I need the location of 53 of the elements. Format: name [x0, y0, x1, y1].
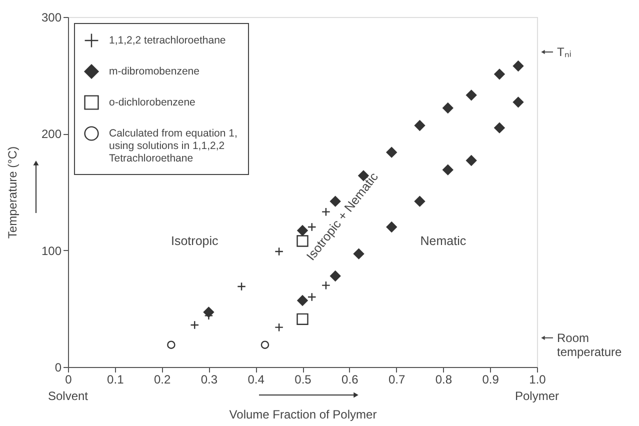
point [296, 313, 308, 326]
x-tick-label: 0.7 [388, 372, 406, 386]
point [386, 222, 397, 232]
legend-label: 1,1,2,2 tetrachloroethane [109, 34, 226, 46]
x-tick-label: 0.8 [435, 372, 452, 386]
point [297, 295, 308, 306]
point [167, 340, 176, 349]
x-tick-label: 0.5 [294, 372, 312, 386]
legend-label: Calculated from equation 1, using solutions in 1,1,2,2 Tetrachloroethane [109, 128, 238, 164]
point [274, 322, 284, 332]
point [190, 320, 200, 330]
point [414, 120, 426, 131]
annotation: Isotropic [171, 234, 218, 248]
point [466, 155, 477, 166]
x-tick-label: 0.1 [107, 372, 124, 386]
point [414, 196, 426, 207]
x-tick-label: 0.9 [482, 372, 500, 386]
text: Polymer [514, 389, 560, 403]
point [442, 102, 454, 114]
x-tick-label: 0.2 [154, 372, 171, 386]
ref-line-label: Tₙᵢ [557, 45, 572, 59]
x-tick-label: 1.0 [529, 372, 546, 386]
y-axis-title: Temperature (°C) [5, 146, 20, 239]
point [386, 146, 397, 158]
point [512, 60, 524, 72]
point [442, 164, 454, 176]
legend-label: m-dibromobenzene [109, 66, 200, 78]
point [274, 247, 284, 256]
point [321, 207, 330, 216]
point [494, 68, 505, 80]
text: Solvent [48, 389, 89, 403]
annotation: Nematic [420, 234, 466, 248]
x-tick-label: 0 [65, 372, 72, 386]
y-tick-label: 300 [41, 10, 62, 24]
point [494, 122, 505, 134]
point [260, 340, 270, 349]
x-axis-title: Volume Fraction of Polymer [229, 408, 377, 422]
y-tick-label: 0 [54, 360, 62, 374]
y-tick-label: 100 [41, 244, 62, 258]
point [321, 280, 330, 290]
ref-line-label: Room temperature [557, 330, 622, 359]
point [330, 270, 341, 282]
point [330, 196, 341, 207]
legend-label: o-dichlorobenzene [109, 96, 196, 108]
point [237, 282, 246, 291]
point [466, 90, 477, 101]
x-tick-label: 0.3 [200, 372, 218, 386]
y-tick-label: 200 [41, 127, 62, 142]
x-tick-label: 0.6 [342, 372, 359, 386]
point [353, 248, 364, 260]
point [512, 96, 524, 108]
x-tick-label: 0.4 [248, 372, 265, 386]
point [307, 292, 316, 302]
